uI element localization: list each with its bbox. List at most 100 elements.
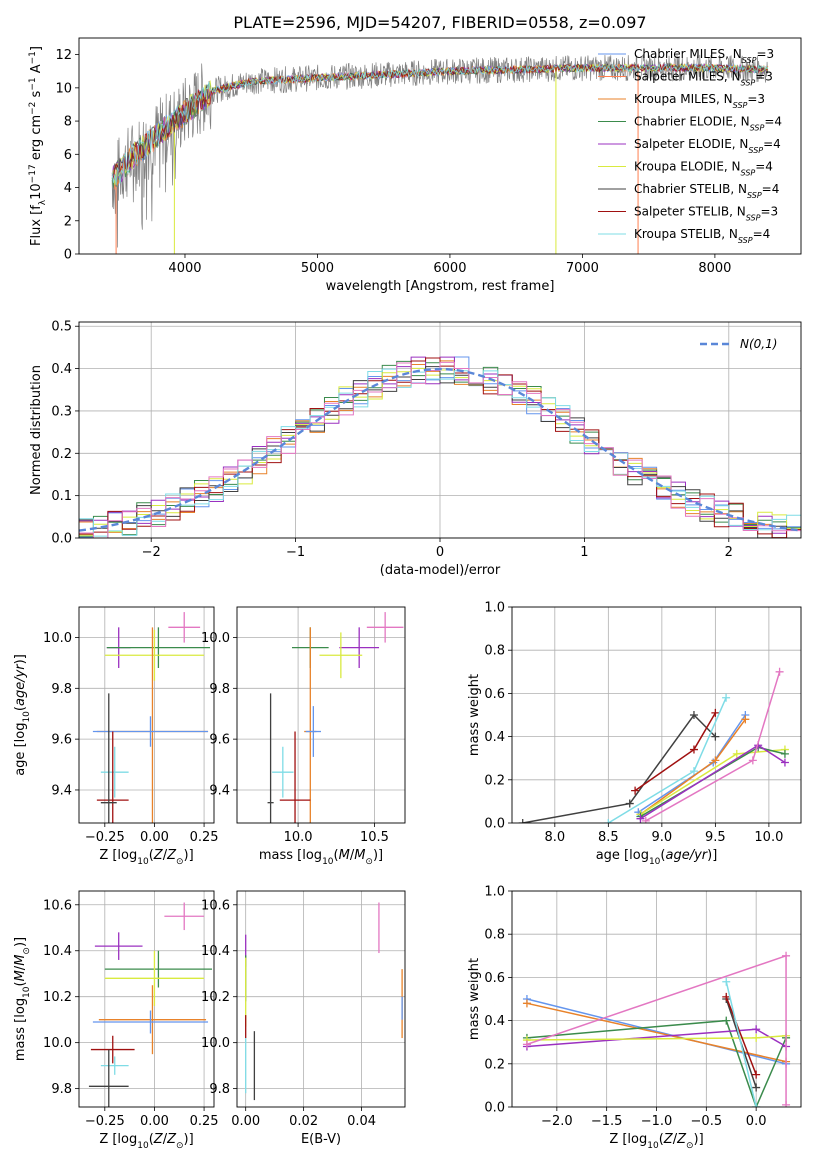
legend-entry: Chabrier STELIB, NSSP=4 [634, 182, 779, 200]
x-tick-label: 0.04 [347, 1114, 376, 1129]
weight-marker [711, 756, 720, 765]
y-tick-label: 9.8 [209, 682, 230, 697]
legend-entry: Kroupa STELIB, NSSP=4 [634, 227, 770, 245]
label-part: Z [676, 1132, 687, 1147]
x-tick-label: 0.02 [289, 1114, 318, 1129]
legend-count: =4 [755, 160, 773, 174]
axes-frame [78, 890, 215, 1108]
residual-histogram [79, 366, 801, 538]
y-axis-label: age [log10(age/yr)] [13, 654, 32, 776]
weight-series [725, 996, 757, 1075]
x-axis-label: E(B-V) [301, 1132, 341, 1147]
x-tick-label: −0.25 [85, 1114, 125, 1129]
model-spectrum [111, 62, 769, 185]
legend-entry: N(0,1) [740, 337, 777, 351]
y-tick-label: 9.8 [51, 1082, 72, 1097]
gaussian-curve [79, 367, 801, 532]
x-tick-label: 1 [580, 545, 588, 560]
x-tick-label: 0.25 [190, 1114, 219, 1129]
plot-area [79, 322, 801, 538]
y-tick-label: 0.5 [51, 320, 72, 335]
weight-marker [689, 711, 698, 719]
label-part: mass [log [13, 998, 28, 1061]
x-tick-label: 9.0 [652, 830, 673, 845]
legend-subscript: SSP [746, 213, 761, 222]
y-tick-label: 0.8 [484, 928, 505, 943]
legend-entry: Kroupa ELODIE, NSSP=4 [634, 160, 773, 178]
weight-marker [522, 1040, 531, 1049]
plot-area [237, 891, 405, 1107]
y-tick-label: 10 [55, 81, 72, 96]
axes-frame [511, 890, 802, 1108]
label-part: Z [166, 1132, 177, 1147]
panel-spectrum: 4000 5000 6000 7000 8000 0 2 4 6 8 10 12 Chabrier MI… [28, 37, 802, 294]
weight-series [526, 1019, 787, 1107]
weight-marker [748, 756, 757, 765]
label-part: 10 [29, 183, 44, 200]
weight-marker [752, 1083, 761, 1092]
weight-marker [780, 749, 789, 758]
x-tick-label: −1 [286, 545, 305, 560]
label-part: ( [149, 848, 154, 863]
weight-marker [689, 767, 698, 776]
y-tick-label: 0.4 [484, 1014, 505, 1029]
y-tick-label: 0.1 [51, 489, 72, 504]
y-tick-label: 12 [55, 48, 72, 63]
weight-marker [752, 1070, 761, 1079]
x-tick-label: 0 [436, 545, 444, 560]
label-part: ⊙ [686, 1141, 694, 1151]
label-part: 10 [22, 986, 32, 998]
plot-area [512, 891, 801, 1107]
y-tick-label: 0.0 [484, 817, 505, 832]
label-part: )] [694, 1132, 704, 1147]
legend-count: =3 [755, 70, 773, 84]
label-part: ( [659, 1132, 664, 1147]
label-part: age/yr [13, 663, 28, 706]
weight-marker [689, 745, 698, 754]
y-tick-label: 10.4 [43, 944, 72, 959]
x-tick-label: 10.5 [360, 830, 389, 845]
legend-entry: Salpeter ELODIE, NSSP=4 [634, 137, 781, 155]
weight-marker [752, 1103, 761, 1107]
y-tick-label: 0.2 [484, 1057, 505, 1072]
label-part: ⊙ [176, 1141, 184, 1151]
x-axis-label: age [log10(age/yr)] [596, 848, 718, 867]
label-part: −2 [28, 102, 38, 115]
axes-frame [236, 890, 406, 1108]
label-part: 10 [649, 857, 661, 867]
weight-marker [625, 799, 634, 808]
weight-marker [782, 1100, 791, 1107]
axes-frame [236, 606, 406, 824]
y-tick-label: 0.6 [484, 971, 505, 986]
legend-label: Chabrier ELODIE, N [634, 115, 750, 129]
legend-subscript: SSP [742, 56, 757, 65]
x-tick-label: 0.00 [140, 830, 169, 845]
label-part: 10 [22, 711, 32, 723]
y-tick-label: 8 [64, 115, 72, 130]
weight-marker [722, 992, 731, 1001]
label-part: ( [13, 981, 28, 986]
y-tick-label: 2 [64, 214, 72, 229]
legend-label: Salpeter STELIB, N [634, 205, 746, 219]
y-tick-label: 0.8 [484, 644, 505, 659]
y-tick-label: 0 [64, 248, 72, 263]
y-tick-label: 1.0 [484, 885, 505, 900]
panel-residuals: −2 −1 0 1 2 0.0 0.1 0.2 0.3 0.4 0.5 N(0,1) (data-mod… [29, 320, 802, 578]
label-part: Z [153, 1132, 164, 1147]
panel-weight-vs-age: 8.0 8.5 9.0 9.5 10.0 0.0 0.2 0.4 0.6 0.8 1.0 age [l… [467, 601, 802, 867]
label-part: Flux [f [29, 205, 44, 246]
label-part: Z [663, 1132, 674, 1147]
x-tick-label: −2 [142, 545, 161, 560]
x-axis-label: wavelength [Angstrom, rest frame] [326, 279, 555, 294]
x-tick-label: 0.0 [746, 1114, 767, 1129]
legend-label: Kroupa STELIB, N [634, 227, 738, 241]
legend-count: =4 [763, 137, 781, 151]
y-tick-label: 10.0 [201, 631, 230, 646]
x-tick-label: −1.5 [591, 1114, 623, 1129]
x-tick-label: 8000 [698, 261, 731, 276]
label-part: 10 [647, 1141, 659, 1151]
weight-marker [604, 819, 613, 823]
x-tick-label: −0.25 [85, 830, 125, 845]
legend-count: =3 [756, 47, 774, 61]
